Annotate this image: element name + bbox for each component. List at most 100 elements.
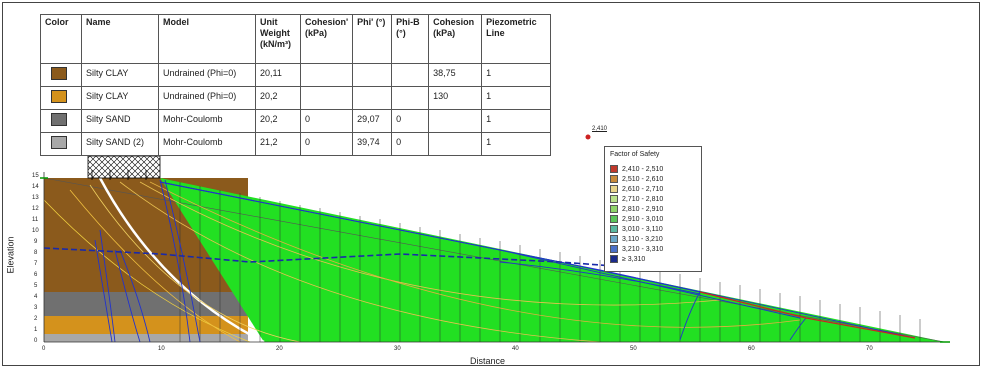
legend-swatch [610, 175, 618, 183]
legend-swatch [610, 185, 618, 193]
surcharge-load [87, 155, 161, 179]
legend-label: 3,010 - 3,110 [622, 225, 663, 233]
phi-cell: 29,07 [352, 109, 393, 133]
legend-item: 2,810 - 2,910 [605, 204, 701, 214]
x-tick: 50 [630, 346, 637, 352]
legend-swatch [610, 235, 618, 243]
legend-item: 2,610 - 2,710 [605, 184, 701, 194]
legend-item: 3,010 - 3,110 [605, 224, 701, 234]
piezo-cell: 1 [481, 109, 552, 133]
col-unit-weight: Unit Weight (kN/m³) [255, 14, 301, 64]
color-swatch [51, 113, 67, 126]
x-tick: 70 [866, 346, 873, 352]
piezometric-line [43, 247, 641, 269]
legend-item: 2,910 - 3,010 [605, 214, 701, 224]
legend-swatch [610, 205, 618, 213]
model-cell: Mohr-Coulomb [158, 109, 256, 133]
cohesion-cell [428, 132, 483, 156]
model-cell: Undrained (Phi=0) [158, 86, 256, 110]
legend-label: ≥ 3,310 [622, 255, 646, 263]
unit-weight-cell: 20,2 [255, 109, 301, 133]
legend-swatch [610, 215, 618, 223]
name-cell: Silty SAND (2) [81, 132, 159, 156]
phib-cell: 0 [391, 109, 430, 133]
phib-cell [391, 86, 430, 110]
critical-boundary [98, 177, 265, 344]
color-cell [40, 109, 82, 133]
critical-surface [699, 291, 916, 339]
x-tick: 20 [276, 346, 283, 352]
table-header-row: Color Name Model Unit Weight (kN/m³) Coh… [40, 14, 552, 64]
min-fs-label: 2,410 [592, 126, 608, 132]
layer-silty-sand-2 [44, 334, 248, 342]
col-model: Model [158, 14, 256, 64]
fs-legend: Factor of Safety 2,410 - 2,510 2,510 - 2… [604, 146, 702, 272]
col-cohesion-eff: Cohesion' (kPa) [299, 14, 354, 64]
phib-cell [391, 63, 430, 87]
col-color: Color [40, 14, 82, 64]
color-swatch [51, 90, 67, 103]
phi-cell [352, 86, 393, 110]
x-tick: 40 [512, 346, 519, 352]
legend-item: 3,110 - 3,210 [605, 234, 701, 244]
load-arrows [91, 170, 147, 180]
piezo-cell: 1 [481, 86, 552, 110]
x-tick: 0 [42, 346, 46, 352]
y-tick: 14 [32, 184, 39, 190]
y-tick: 5 [34, 283, 38, 289]
legend-item: ≥ 3,310 [605, 254, 701, 264]
legend-item: 2,410 - 2,510 [605, 164, 701, 174]
y-tick: 3 [34, 305, 38, 311]
color-cell [40, 63, 82, 87]
model-cell: Mohr-Coulomb [158, 132, 256, 156]
unit-weight-cell: 20,2 [255, 86, 301, 110]
piezo-cell: 1 [481, 63, 552, 87]
table-row: Silty CLAY Undrained (Phi=0) 20,11 38,75… [40, 63, 552, 87]
y-tick: 10 [32, 228, 39, 234]
y-tick: 7 [34, 261, 38, 267]
legend-swatch [610, 245, 618, 253]
phi-cell [352, 63, 393, 87]
legend-item: 2,710 - 2,810 [605, 194, 701, 204]
y-tick: 15 [32, 173, 39, 179]
model-cell: Undrained (Phi=0) [158, 63, 256, 87]
cohesion-cell [428, 109, 483, 133]
legend-swatch [610, 165, 618, 173]
cohesion-cell: 130 [428, 86, 483, 110]
legend-swatch [610, 195, 618, 203]
x-axis-label: Distance [470, 356, 506, 366]
legend-swatch [610, 225, 618, 233]
y-tick: 1 [34, 327, 38, 333]
trial-slip-arcs [43, 181, 801, 343]
layer-silty-sand [44, 292, 248, 316]
col-name: Name [81, 14, 159, 64]
legend-label: 2,510 - 2,610 [622, 175, 664, 183]
legend-item: 2,510 - 2,610 [605, 174, 701, 184]
legend-label: 2,710 - 2,810 [622, 195, 664, 203]
color-swatch [51, 136, 67, 149]
x-tick: 10 [158, 346, 165, 352]
cohesion-eff-cell [299, 86, 354, 110]
cohesion-eff-cell: 0 [299, 132, 354, 156]
cohesion-cell: 38,75 [428, 63, 483, 87]
phib-cell: 0 [391, 132, 430, 156]
color-cell [40, 132, 82, 156]
col-phi: Phi' (°) [352, 14, 393, 64]
name-cell: Silty SAND [81, 109, 159, 133]
legend-swatch [610, 255, 618, 263]
legend-title: Factor of Safety [610, 151, 660, 158]
y-tick: 4 [34, 294, 38, 300]
legend-label: 2,910 - 3,010 [622, 215, 664, 223]
y-tick: 8 [34, 250, 38, 256]
table-row: Silty CLAY Undrained (Phi=0) 20,2 130 1 [40, 86, 552, 110]
legend-label: 3,210 - 3,310 [622, 245, 664, 253]
unit-weight-cell: 21,2 [255, 132, 301, 156]
y-tick: 2 [34, 316, 38, 322]
table-row: Silty SAND Mohr-Coulomb 20,2 0 29,07 0 1 [40, 109, 552, 133]
color-swatch [51, 67, 67, 80]
boundary-markers [40, 177, 950, 343]
y-tick: 11 [32, 217, 39, 223]
legend-label: 2,610 - 2,710 [622, 185, 664, 193]
material-table: Color Name Model Unit Weight (kN/m³) Coh… [40, 14, 552, 156]
y-tick: 0 [34, 338, 38, 344]
